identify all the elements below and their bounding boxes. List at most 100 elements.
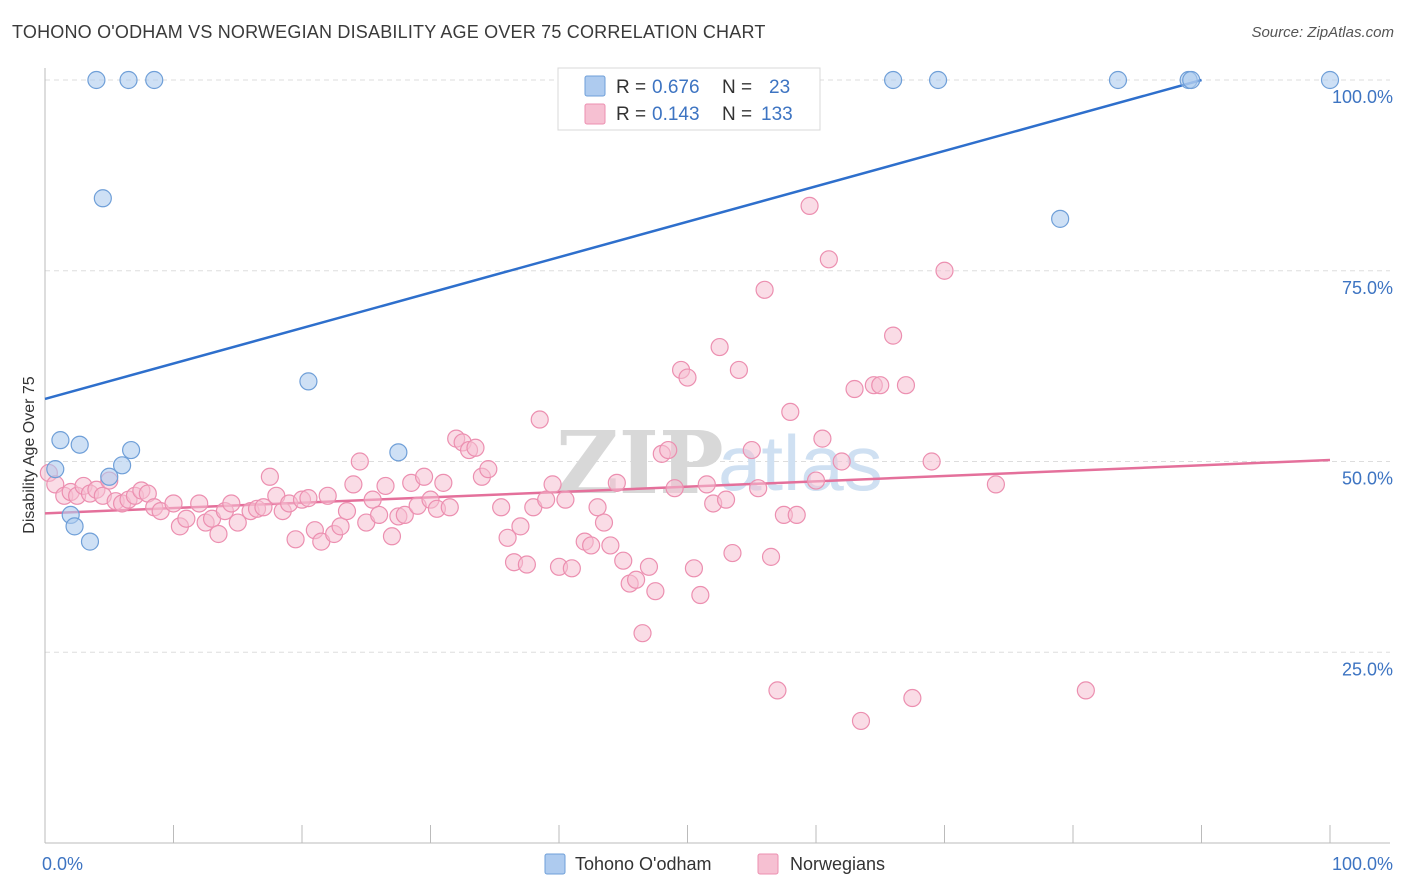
tohono-point	[87, 70, 106, 90]
tohono-point	[121, 440, 141, 460]
tohono-point	[51, 431, 70, 450]
norwegians-point	[434, 473, 453, 492]
norwegians-point	[851, 711, 871, 731]
tohono-point	[1182, 70, 1201, 90]
watermark-atlas: atlas	[718, 419, 883, 507]
norwegians-point	[350, 452, 369, 471]
legend-n-label-1: N =	[722, 77, 752, 98]
norwegians-point	[781, 402, 800, 422]
norwegians-point	[800, 196, 819, 215]
legend-swatch-norwegians	[584, 103, 606, 125]
norwegians-point	[684, 559, 704, 578]
norwegians-point	[260, 467, 279, 486]
norwegians-point	[498, 528, 517, 547]
norwegians-point	[414, 467, 434, 486]
norwegians-point	[530, 410, 549, 429]
tohono-point	[1051, 209, 1070, 228]
norwegians-point	[511, 517, 530, 536]
norwegians-point	[370, 505, 389, 525]
tohono-points	[46, 70, 1340, 551]
norwegians-point	[466, 438, 485, 457]
norwegians-point	[1076, 681, 1095, 700]
legend-r-label-1: R =	[616, 77, 646, 98]
source-label: Source: ZipAtlas.com	[1251, 24, 1394, 41]
norwegians-point	[607, 473, 626, 492]
tohono-point	[65, 517, 84, 536]
norwegians-point	[479, 460, 498, 479]
norwegians-point	[299, 489, 318, 508]
watermark-zip: ZIP	[556, 413, 724, 514]
tohono-point	[1108, 70, 1128, 90]
legend-r-value-1: 0.676	[652, 77, 700, 98]
bottom-legend-swatch-norwegians	[757, 853, 779, 875]
tick-labels: 25.0% 50.0% 75.0% 100.0% 0.0% 100.0%	[42, 87, 1393, 874]
legend-r-label-2: R =	[616, 104, 646, 125]
bottom-legend-label-tohono: Tohono O'odham	[575, 854, 712, 874]
norwegians-point	[986, 475, 1006, 494]
norwegians-point	[601, 536, 620, 555]
tohono-point	[883, 70, 903, 90]
tohono-point	[46, 460, 65, 479]
norwegians-point	[395, 505, 414, 525]
norwegians-point	[813, 429, 832, 448]
norwegians-point	[633, 624, 652, 643]
y-tick-label: 100.0%	[1332, 87, 1393, 107]
norwegians-point	[697, 475, 716, 494]
norwegians-point	[903, 688, 922, 708]
tohono-point	[100, 467, 119, 486]
legend-r-value-2: 0.143	[652, 104, 700, 125]
norwegians-point	[819, 250, 838, 269]
tohono-point	[93, 189, 112, 208]
norwegians-point	[543, 475, 562, 494]
x-tick-label: 0.0%	[42, 854, 83, 874]
norwegians-point	[228, 513, 247, 532]
tohono-point	[299, 372, 318, 391]
norwegians-point	[344, 475, 363, 494]
tohono-point	[112, 456, 132, 475]
norwegians-point	[646, 582, 665, 601]
norwegians-point	[755, 280, 774, 299]
norwegians-point	[639, 557, 659, 576]
norwegians-point	[588, 498, 607, 517]
norwegians-point	[729, 360, 749, 380]
norwegians-point	[716, 490, 736, 509]
norwegians-point	[832, 452, 851, 471]
series-legend: Tohono O'odham Norwegians	[544, 853, 885, 875]
norwegians-point	[337, 501, 357, 521]
norwegians-point	[190, 494, 209, 513]
norwegians-point	[318, 486, 337, 505]
norwegians-point	[594, 513, 614, 532]
norwegians-point	[331, 517, 350, 536]
norwegians-point	[806, 471, 826, 490]
tohono-point	[119, 70, 138, 90]
legend-swatch-tohono	[584, 75, 606, 97]
bottom-legend-swatch-tohono	[544, 853, 566, 875]
norwegians-point	[659, 440, 678, 460]
norwegians-point	[710, 337, 729, 357]
tohono-point	[389, 443, 408, 462]
norwegians-point	[691, 585, 710, 605]
x-tick-label: 100.0%	[1332, 854, 1393, 874]
norwegians-point	[537, 490, 556, 509]
axes	[44, 68, 1390, 844]
norwegians-point	[177, 509, 196, 528]
correlation-legend: R = 0.676 N = 23 R = 0.143 N = 133	[557, 67, 821, 131]
norwegians-point	[665, 479, 684, 498]
tohono-point	[80, 532, 100, 551]
norwegians-point	[883, 326, 903, 345]
y-tick-label: 75.0%	[1342, 278, 1393, 298]
norwegians-points	[39, 196, 1095, 731]
norwegians-point	[742, 440, 761, 460]
norwegians-point	[254, 498, 273, 517]
norwegians-point	[209, 524, 228, 544]
gridlines	[45, 79, 1390, 653]
norwegians-point	[896, 376, 916, 395]
norwegians-point	[363, 490, 382, 509]
tohono-point	[145, 70, 164, 90]
y-axis-title: Disability Age Over 75	[21, 376, 38, 534]
tohono-trend-line	[44, 78, 1202, 401]
norwegians-point	[749, 479, 768, 498]
y-tick-label: 50.0%	[1342, 469, 1393, 489]
norwegians-point	[286, 530, 305, 549]
